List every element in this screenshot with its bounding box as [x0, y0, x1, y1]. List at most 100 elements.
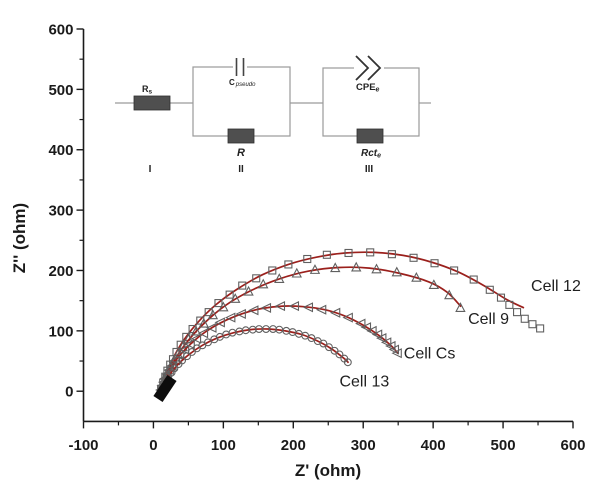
capacitor-label: Cpseudo — [229, 78, 256, 88]
marker-circle — [204, 338, 212, 347]
marker-square — [344, 248, 353, 258]
circuit-section-label-II: II — [238, 164, 244, 175]
marker-square — [196, 316, 205, 325]
y-tick-label: 100 — [48, 323, 73, 340]
cpe-icon — [355, 55, 382, 81]
marker-triangle-left — [371, 329, 383, 340]
x-tick-label: 500 — [491, 437, 516, 454]
x-axis-title: Z' (ohm) — [295, 461, 361, 480]
marker-triangle-up — [243, 285, 254, 296]
marker-circle — [183, 352, 191, 361]
resistor-R-label: R — [237, 147, 245, 159]
marker-triangle-left — [184, 339, 195, 350]
marker-triangle-left — [197, 328, 209, 339]
marker-square — [303, 254, 312, 264]
circuit-section-label-III: III — [365, 164, 374, 175]
marker-square — [450, 266, 459, 275]
y-tick-label: 600 — [48, 22, 73, 39]
marker-triangle-left — [235, 308, 246, 320]
marker-triangle-left — [274, 301, 286, 312]
marker-triangle-left — [190, 333, 202, 344]
marker-triangle-left — [388, 344, 400, 355]
marker-triangle-up — [230, 293, 241, 303]
marker-square — [322, 250, 331, 259]
marker-triangle-up — [330, 262, 341, 273]
marker-triangle-left — [288, 301, 300, 312]
series-resistor-icon — [133, 95, 171, 111]
resistor-R-icon — [227, 128, 255, 144]
axes-layer: -100 0 100 200 300 400 500 600 0 100 200 300 400 500 6… — [48, 22, 585, 455]
resistor-Rct-icon — [356, 128, 384, 144]
marker-square — [252, 274, 261, 283]
marker-triangle-left — [391, 348, 402, 359]
y-tick-label: 300 — [48, 203, 73, 220]
equivalent-circuit-inset: Rs Cpseudo R CPEe Rcte I II III — [115, 55, 431, 175]
resistor-Rct-label: Rcte — [361, 148, 381, 160]
circuit-section-label-I: I — [149, 164, 152, 175]
cpe-label: CPEe — [356, 82, 380, 94]
marker-triangle-left — [360, 322, 372, 333]
marker-circle — [324, 343, 333, 352]
marker-triangle-up — [309, 264, 321, 274]
fit-line-cell-13 — [159, 328, 350, 393]
marker-triangle-left — [206, 322, 217, 333]
y-axis-title: Z'' (ohm) — [10, 203, 29, 273]
marker-square — [225, 290, 234, 299]
marker-square — [469, 275, 478, 284]
marker-triangle-up — [411, 271, 422, 282]
marker-square — [387, 250, 396, 259]
marker-square — [485, 285, 494, 294]
marker-triangle-left — [366, 325, 377, 336]
marker-triangle-up — [274, 273, 285, 283]
marker-triangle-left — [178, 344, 190, 355]
marker-square — [513, 308, 522, 317]
marker-square — [366, 248, 375, 257]
marker-triangle-up — [218, 301, 229, 312]
marker-circle — [307, 334, 316, 343]
series-label-cell-12: Cell 12 — [531, 278, 581, 295]
marker-circle — [170, 364, 179, 373]
marker-triangle-left — [214, 317, 225, 328]
marker-square — [536, 324, 545, 333]
x-tick-label: 600 — [560, 437, 585, 454]
marker-triangle-left — [315, 304, 327, 315]
marker-triangle-up — [258, 278, 269, 289]
marker-triangle-left — [260, 302, 272, 313]
parallel-loop-II — [192, 66, 291, 137]
x-tick-label: 400 — [421, 437, 446, 454]
x-tick-label: -100 — [68, 437, 98, 454]
marker-square — [505, 300, 514, 309]
series-cell-12: Cell 12 — [157, 248, 581, 393]
marker-square — [528, 320, 537, 329]
marker-triangle-up — [428, 279, 440, 290]
marker-triangle-left — [376, 333, 387, 344]
x-tick-label: 300 — [351, 437, 376, 454]
marker-square — [520, 314, 529, 323]
marker-triangle-up — [391, 266, 402, 277]
marker-square — [284, 260, 293, 269]
capacitor-gap — [233, 63, 247, 71]
y-tick-label: 500 — [48, 82, 73, 99]
fit-line-cell-12 — [159, 251, 525, 393]
marker-triangle-left — [342, 312, 353, 323]
marker-triangle-up — [371, 263, 382, 274]
marker-square — [496, 293, 506, 302]
marker-circle — [335, 350, 344, 359]
marker-triangle-left — [385, 340, 396, 352]
marker-triangle-up — [351, 261, 362, 272]
marker-triangle-up — [190, 325, 202, 336]
marker-triangle-left — [380, 337, 392, 348]
x-tick-label: 100 — [211, 437, 236, 454]
marker-triangle-left — [355, 318, 366, 329]
marker-triangle-up — [291, 267, 302, 278]
x-tick-label: 200 — [281, 437, 306, 454]
origin-point-cluster — [153, 374, 177, 403]
marker-circle — [319, 339, 328, 348]
x-tick-label: 0 — [149, 437, 157, 454]
marker-square — [268, 266, 277, 275]
marker-triangle-left — [248, 305, 259, 316]
marker-square — [214, 299, 223, 308]
y-tick-label: 0 — [65, 384, 73, 401]
series-label-cell-13: Cell 13 — [339, 373, 389, 390]
